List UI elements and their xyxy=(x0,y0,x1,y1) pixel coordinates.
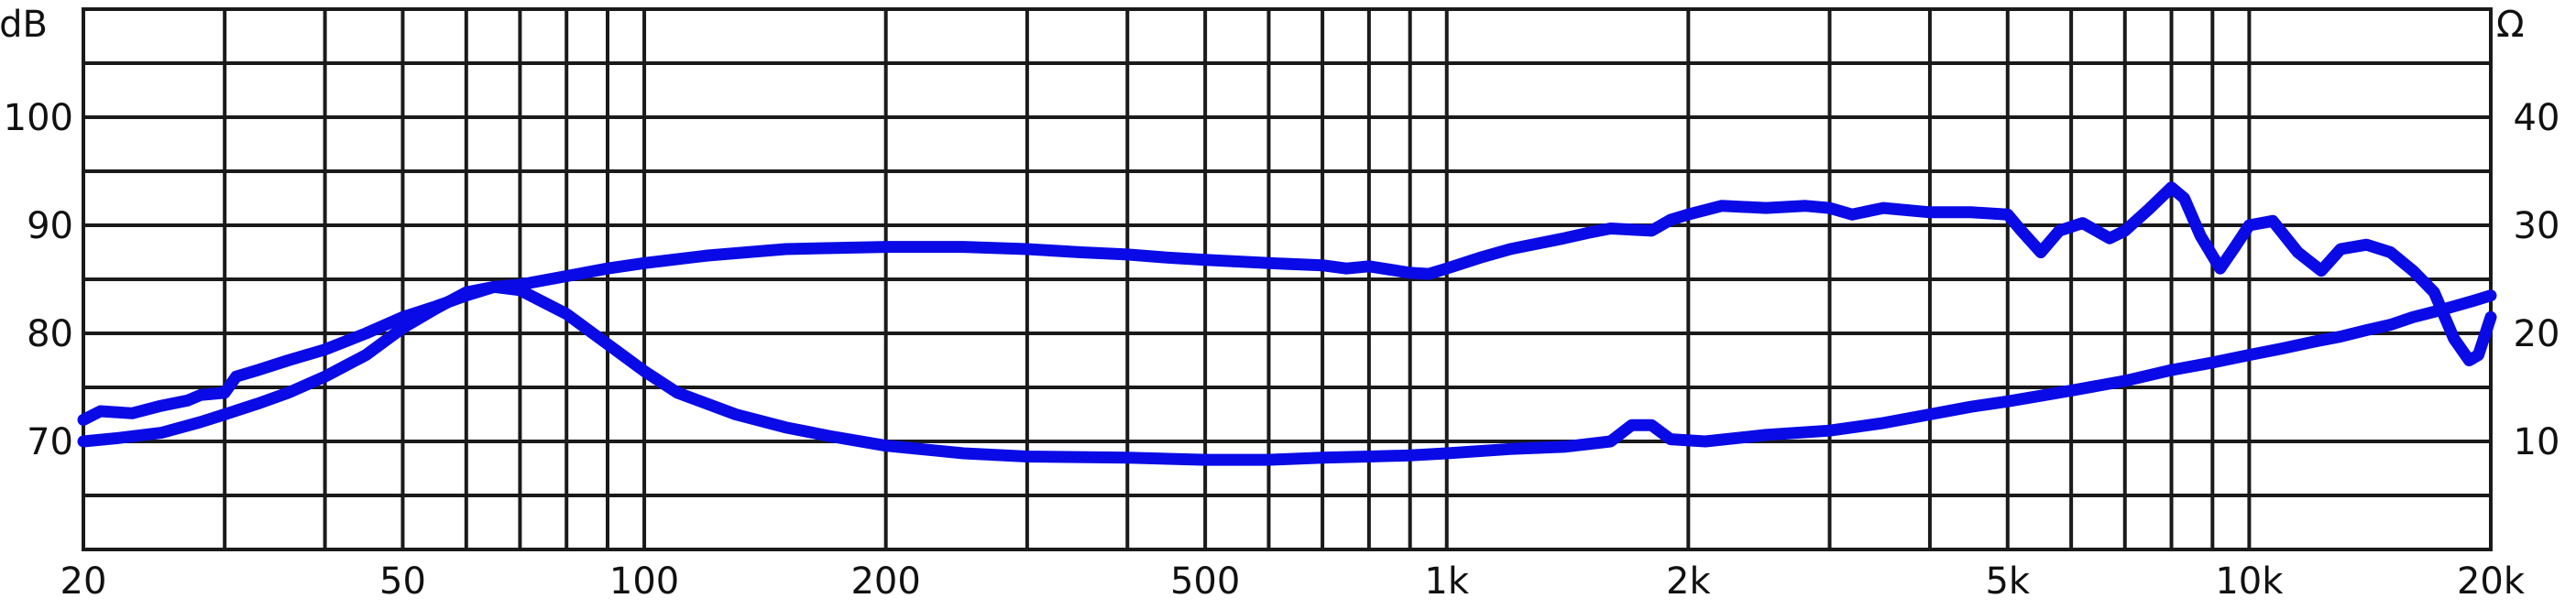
chart-labels: dB Ω 20 50 100 200 500 1k 2k 5k 10k 20k 70 80 90 100 1… xyxy=(0,4,2560,603)
left-tick-label: 80 xyxy=(27,313,73,355)
left-tick-label: 90 xyxy=(27,205,73,247)
x-tick-label: 20k xyxy=(2457,560,2526,603)
chart-grid xyxy=(82,7,2493,551)
impedance-curve xyxy=(77,280,2497,466)
x-tick-label: 100 xyxy=(609,560,679,603)
chart-curves xyxy=(77,181,2497,466)
x-tick-label: 10k xyxy=(2215,560,2284,603)
x-tick-label: 1k xyxy=(1424,560,1469,603)
left-tick-label: 70 xyxy=(27,421,73,463)
x-tick-label: 200 xyxy=(850,560,920,603)
right-tick-label: 30 xyxy=(2514,205,2560,247)
x-tick-label: 2k xyxy=(1666,560,1711,603)
x-tick-label: 500 xyxy=(1170,560,1240,603)
x-tick-label: 50 xyxy=(379,560,426,603)
right-tick-label: 40 xyxy=(2514,97,2560,139)
right-tick-label: 20 xyxy=(2514,313,2560,355)
left-axis-unit: dB xyxy=(0,4,48,46)
left-tick-label: 100 xyxy=(4,97,73,139)
right-axis-unit: Ω xyxy=(2496,4,2525,46)
x-tick-label: 5k xyxy=(1985,560,2030,603)
right-tick-label: 10 xyxy=(2514,421,2560,463)
x-tick-label: 20 xyxy=(60,560,107,603)
